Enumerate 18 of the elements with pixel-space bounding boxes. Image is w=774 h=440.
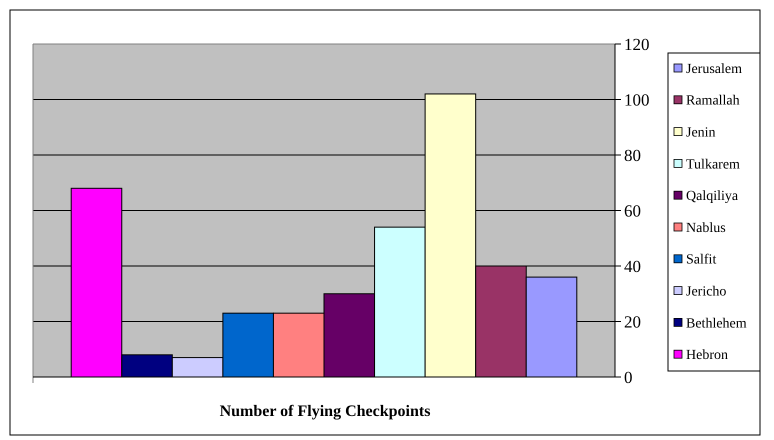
legend-label: Hebron: [686, 348, 728, 364]
y-tick-label: 20: [624, 312, 641, 332]
legend-label: Nablus: [686, 220, 726, 236]
y-tick-label: 40: [624, 256, 641, 276]
y-tick-label: 80: [624, 146, 641, 165]
legend-label: Ramallah: [686, 94, 740, 109]
y-tick-label: 120: [624, 34, 650, 54]
legend-label: Bethlehem: [686, 316, 747, 332]
y-tick-label: 100: [624, 90, 650, 110]
legend-label: Tulkarem: [686, 157, 740, 172]
legend-label: Salfit: [686, 252, 716, 268]
legend-label: Jericho: [686, 284, 726, 300]
x-axis-title: Number of Flying Checkpoints: [220, 403, 430, 420]
legend-label: Qalqiliya: [686, 189, 739, 204]
y-tick-label: 60: [624, 201, 641, 220]
legend-label: Jenin: [686, 126, 716, 140]
legend-label: Jerusalem: [686, 62, 742, 77]
y-tick-label: 0: [624, 368, 632, 387]
